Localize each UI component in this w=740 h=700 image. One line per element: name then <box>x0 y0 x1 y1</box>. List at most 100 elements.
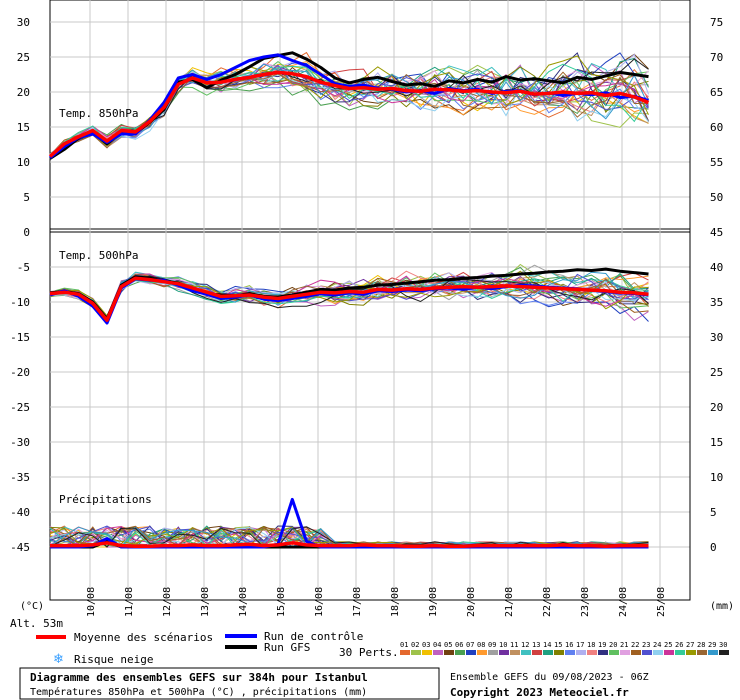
snowflake-icon: ❄ <box>53 652 64 667</box>
right-tick-label: 55 <box>710 156 723 169</box>
left-tick-label: -20 <box>10 366 30 379</box>
pert-number-label: 24 <box>653 641 661 649</box>
pert-color-swatch <box>433 650 443 655</box>
left-tick-label: -5 <box>17 261 30 274</box>
right-tick-label: 20 <box>710 401 723 414</box>
mean-line <box>50 541 649 549</box>
panel-label-precip: Précipitations <box>59 493 152 506</box>
x-tick-label: 17/08 <box>352 587 363 617</box>
pert-number-label: 06 <box>455 641 463 649</box>
pert-number-label: 21 <box>620 641 628 649</box>
pert-color-swatch <box>598 650 608 655</box>
pert-number-label: 17 <box>576 641 584 649</box>
pert-number-label: 15 <box>554 641 562 649</box>
pert-number-label: 28 <box>697 641 705 649</box>
panel-label-500: Temp. 500hPa <box>59 249 138 262</box>
pert-number-label: 12 <box>521 641 529 649</box>
x-tick-label: 13/08 <box>200 587 211 617</box>
right-tick-label: 30 <box>710 331 723 344</box>
pert-color-swatch <box>719 650 729 655</box>
right-tick-label: 35 <box>710 296 723 309</box>
pert-number-label: 10 <box>499 641 507 649</box>
main-series <box>48 51 650 549</box>
right-tick-label: 40 <box>710 261 723 274</box>
pert-number-label: 19 <box>598 641 606 649</box>
pert-color-swatch <box>422 650 432 655</box>
pert-color-swatch <box>532 650 542 655</box>
left-tick-label: 0 <box>23 226 30 239</box>
pert-number-label: 22 <box>631 641 639 649</box>
right-tick-label: 70 <box>710 51 723 64</box>
pert-color-swatch <box>631 650 641 655</box>
pert-number-label: 26 <box>675 641 683 649</box>
left-tick-label: 25 <box>17 51 30 64</box>
pert-color-swatch <box>455 650 465 655</box>
pert-number-label: 16 <box>565 641 573 649</box>
pert-number-label: 25 <box>664 641 672 649</box>
legend-snow-label: Risque neige <box>74 653 153 666</box>
pert-color-swatch <box>521 650 531 655</box>
right-tick-label: 60 <box>710 121 723 134</box>
x-tick-label: 10/08 <box>86 587 97 617</box>
pert-number-label: 09 <box>488 641 496 649</box>
legend-control-label: Run de contrôle <box>264 630 363 643</box>
left-axis-unit: (°C) <box>20 601 44 612</box>
perturbation-line <box>49 70 649 155</box>
pert-number-label: 30 <box>719 641 727 649</box>
pert-color-swatch <box>664 650 674 655</box>
left-tick-label: -15 <box>10 331 30 344</box>
pert-color-swatch <box>675 650 685 655</box>
pert-number-label: 27 <box>686 641 694 649</box>
pert-color-swatch <box>488 650 498 655</box>
pert-color-swatch <box>642 650 652 655</box>
pert-number-label: 01 <box>400 641 408 649</box>
left-tick-label: -35 <box>10 471 30 484</box>
right-tick-label: 75 <box>710 16 723 29</box>
pert-number-label: 05 <box>444 641 452 649</box>
pert-color-swatch <box>697 650 707 655</box>
right-tick-label: 5 <box>710 506 717 519</box>
pert-color-swatch <box>499 650 509 655</box>
x-tick-label: 20/08 <box>466 587 477 617</box>
x-tick-label: 22/08 <box>542 587 553 617</box>
x-tick-label: 19/08 <box>428 587 439 617</box>
panel-label-850: Temp. 850hPa <box>59 107 138 120</box>
pert-color-swatch <box>620 650 630 655</box>
legend-mean-label: Moyenne des scénarios <box>74 631 213 644</box>
pert-color-swatch <box>708 650 718 655</box>
pert-number-label: 29 <box>708 641 716 649</box>
x-tick-label: 15/08 <box>276 587 287 617</box>
pert-color-swatch <box>510 650 520 655</box>
right-tick-label: 25 <box>710 366 723 379</box>
left-tick-label: -45 <box>10 541 30 554</box>
left-tick-label: 20 <box>17 86 30 99</box>
pert-number-label: 14 <box>543 641 551 649</box>
mean-line <box>48 70 650 158</box>
pert-number-label: 08 <box>477 641 485 649</box>
pert-color-swatch <box>543 650 553 655</box>
right-tick-label: 50 <box>710 191 723 204</box>
pert-color-swatch <box>411 650 421 655</box>
left-tick-label: 10 <box>17 156 30 169</box>
pert-color-swatch <box>565 650 575 655</box>
left-tick-label: -30 <box>10 436 30 449</box>
right-tick-label: 15 <box>710 436 723 449</box>
pert-color-swatch <box>609 650 619 655</box>
left-tick-label: -10 <box>10 296 30 309</box>
right-tick-label: 45 <box>710 226 723 239</box>
perturbation-line <box>49 71 649 156</box>
x-tick-label: 23/08 <box>580 587 591 617</box>
pert-count-label: 30 Perts. <box>339 646 399 659</box>
right-tick-label: 0 <box>710 541 717 554</box>
chart-title: Diagramme des ensembles GEFS sur 384h po… <box>30 671 368 684</box>
pert-number-label: 02 <box>411 641 419 649</box>
pert-color-swatch <box>554 650 564 655</box>
pert-number-label: 03 <box>422 641 430 649</box>
legend-gfs-label: Run GFS <box>264 641 310 654</box>
left-tick-label: 15 <box>17 121 30 134</box>
ensemble-run-label: Ensemble GEFS du 09/08/2023 - 06Z <box>450 672 649 683</box>
copyright-label: Copyright 2023 Meteociel.fr <box>450 686 629 699</box>
right-tick-label: 65 <box>710 86 723 99</box>
pert-number-label: 23 <box>642 641 650 649</box>
